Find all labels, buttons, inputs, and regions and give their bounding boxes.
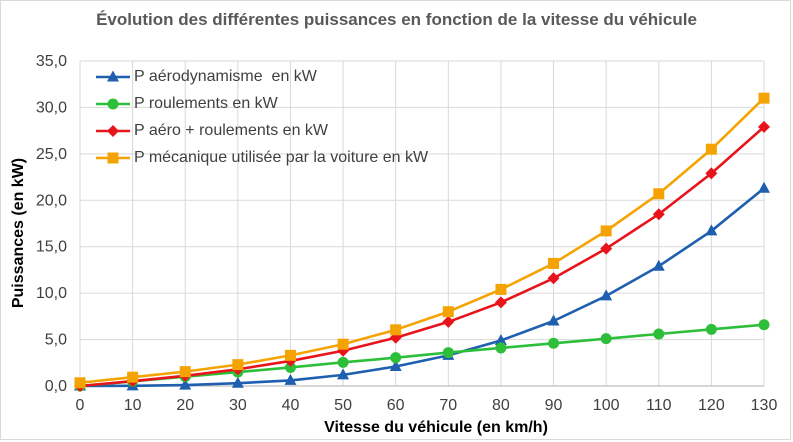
data-point — [600, 242, 613, 255]
legend-label: P aérodynamisme en kW — [134, 67, 317, 85]
x-tick-label: 0 — [76, 397, 85, 414]
data-point — [74, 377, 86, 389]
data-point — [653, 328, 665, 340]
x-tick-label: 60 — [387, 397, 405, 414]
data-point — [652, 259, 665, 271]
data-point — [758, 319, 770, 331]
y-tick-label: 10,0 — [36, 285, 67, 302]
data-point — [705, 143, 717, 155]
data-point — [495, 342, 507, 354]
x-tick-label: 110 — [646, 397, 672, 414]
data-point — [600, 333, 612, 345]
y-tick-label: 20,0 — [36, 192, 67, 209]
legend-swatch-marker — [107, 70, 119, 81]
data-point — [653, 188, 665, 200]
data-point — [442, 347, 454, 359]
legend-label: P mécanique utilisée par la voiture en k… — [134, 148, 429, 166]
legend-label: P aéro + roulements en kW — [134, 121, 329, 139]
data-point — [705, 224, 718, 236]
data-point — [600, 289, 613, 301]
data-point — [337, 356, 349, 368]
x-tick-label: 20 — [176, 397, 194, 414]
chart-title: Évolution des différentes puissances en … — [96, 10, 697, 29]
series-line — [79, 187, 765, 388]
data-point — [652, 208, 665, 221]
data-point — [548, 257, 560, 269]
data-point — [389, 360, 402, 371]
data-point — [494, 334, 507, 345]
data-point — [127, 371, 139, 383]
x-tick-label: 10 — [124, 397, 142, 414]
legend-swatch — [96, 98, 130, 109]
data-point — [548, 337, 560, 349]
data-point — [495, 283, 507, 295]
data-point — [442, 315, 455, 328]
data-point — [758, 120, 770, 133]
series-line — [79, 97, 765, 385]
y-tick-label: 25,0 — [36, 146, 67, 163]
data-point — [547, 272, 560, 285]
legend-swatch — [96, 152, 130, 163]
y-axis-title: Puissances (en kW) — [10, 158, 27, 308]
x-tick-label: 100 — [593, 397, 620, 414]
legend-item: P roulements en kW — [96, 90, 428, 117]
y-tick-label: 30,0 — [36, 99, 67, 116]
legend-swatch — [96, 70, 130, 81]
data-point — [758, 181, 770, 193]
x-tick-label: 130 — [751, 397, 778, 414]
data-point — [179, 366, 191, 378]
y-tick-label: 5,0 — [45, 332, 67, 349]
data-point — [179, 378, 192, 390]
x-tick-label: 120 — [698, 397, 725, 414]
x-tick-label: 90 — [545, 397, 563, 414]
x-tick-label: 40 — [282, 397, 300, 414]
data-point — [337, 338, 349, 350]
data-point — [494, 296, 507, 309]
legend-swatch-marker — [107, 124, 119, 137]
data-point — [705, 167, 718, 180]
data-point — [600, 225, 612, 237]
data-point — [232, 359, 244, 371]
tick-labels: 0,0 5,0 10,0 15,0 20,0 25,0 30,0 35,0 0 10 20 30 40 5… — [36, 53, 778, 414]
legend-item: P mécanique utilisée par la voiture en k… — [96, 144, 428, 171]
data-point — [390, 324, 402, 336]
x-tick-label: 80 — [492, 397, 510, 414]
data-point — [705, 323, 717, 335]
legend-label: P roulements en kW — [134, 94, 278, 112]
data-point — [284, 373, 297, 385]
data-point — [284, 349, 296, 361]
data-point — [231, 376, 244, 388]
x-tick-label: 70 — [439, 397, 457, 414]
x-tick-label: 50 — [334, 397, 352, 414]
data-point — [284, 361, 296, 373]
legend: P aérodynamisme en kW P roulements en kW P… — [96, 63, 428, 171]
x-tick-label: 30 — [229, 397, 247, 414]
legend-swatch — [96, 124, 130, 137]
legend-item: P aérodynamisme en kW — [96, 63, 428, 90]
series-layer — [74, 92, 770, 392]
data-point — [442, 306, 454, 318]
legend-item: P aéro + roulements en kW — [96, 117, 428, 144]
data-point — [758, 92, 770, 104]
data-point — [337, 368, 350, 380]
legend-swatch-marker — [107, 152, 119, 163]
series-4 — [74, 92, 770, 389]
data-point — [547, 314, 560, 326]
y-tick-label: 15,0 — [36, 239, 67, 256]
y-tick-label: 0,0 — [45, 378, 67, 395]
series-1 — [74, 181, 770, 391]
data-point — [390, 352, 402, 364]
y-tick-label: 35,0 — [36, 53, 67, 70]
series-line — [79, 125, 765, 388]
legend-swatch-marker — [107, 98, 119, 109]
x-axis-title: Vitesse du véhicule (en km/h) — [324, 419, 548, 436]
